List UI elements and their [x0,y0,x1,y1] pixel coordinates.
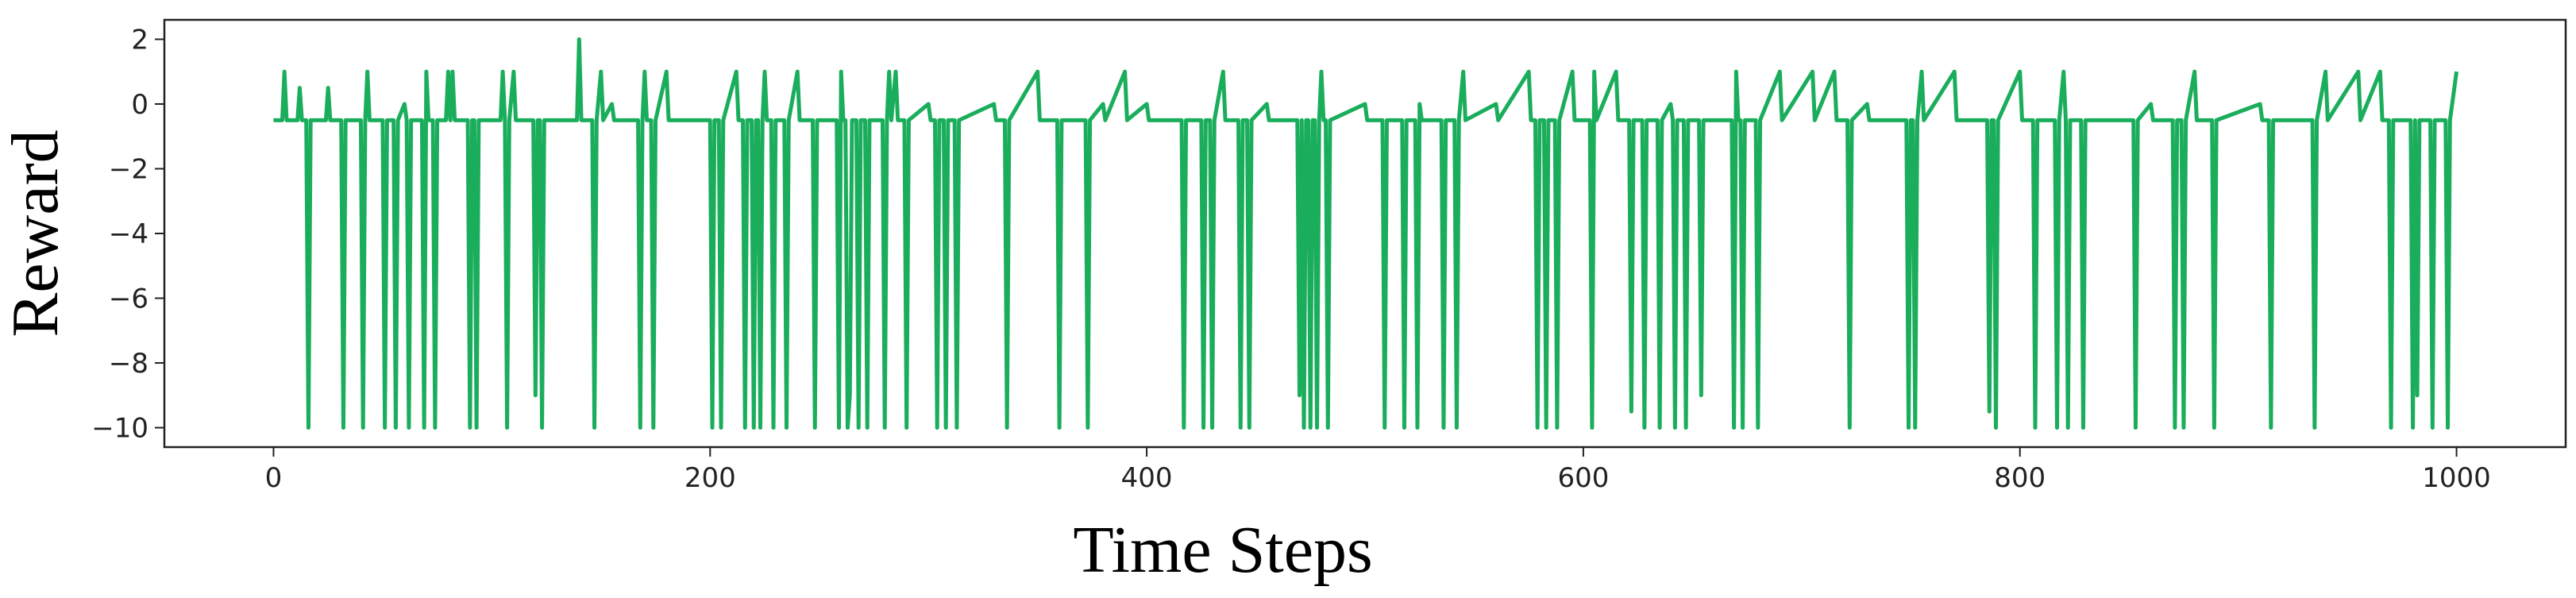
y-tick-label: 0 [131,89,148,121]
y-axis-label: Reward [0,129,72,337]
y-tick-label: −10 [91,413,148,445]
y-tick-label: −6 [109,284,148,315]
y-tick-label: 2 [131,24,148,56]
y-tick-label: −2 [109,153,148,185]
x-tick-label: 800 [1994,462,2046,494]
y-tick-label: −8 [109,348,148,380]
x-tick-label: 200 [684,462,736,494]
y-tick-label: −4 [109,218,148,250]
x-tick-label: 600 [1557,462,1609,494]
x-tick-label: 1000 [2422,462,2491,494]
x-tick-label: 400 [1121,462,1173,494]
plot-frame [163,18,2567,449]
line-series [273,37,2459,430]
x-tick-label: 0 [265,462,283,494]
x-axis-label: Time Steps [1073,513,1372,587]
